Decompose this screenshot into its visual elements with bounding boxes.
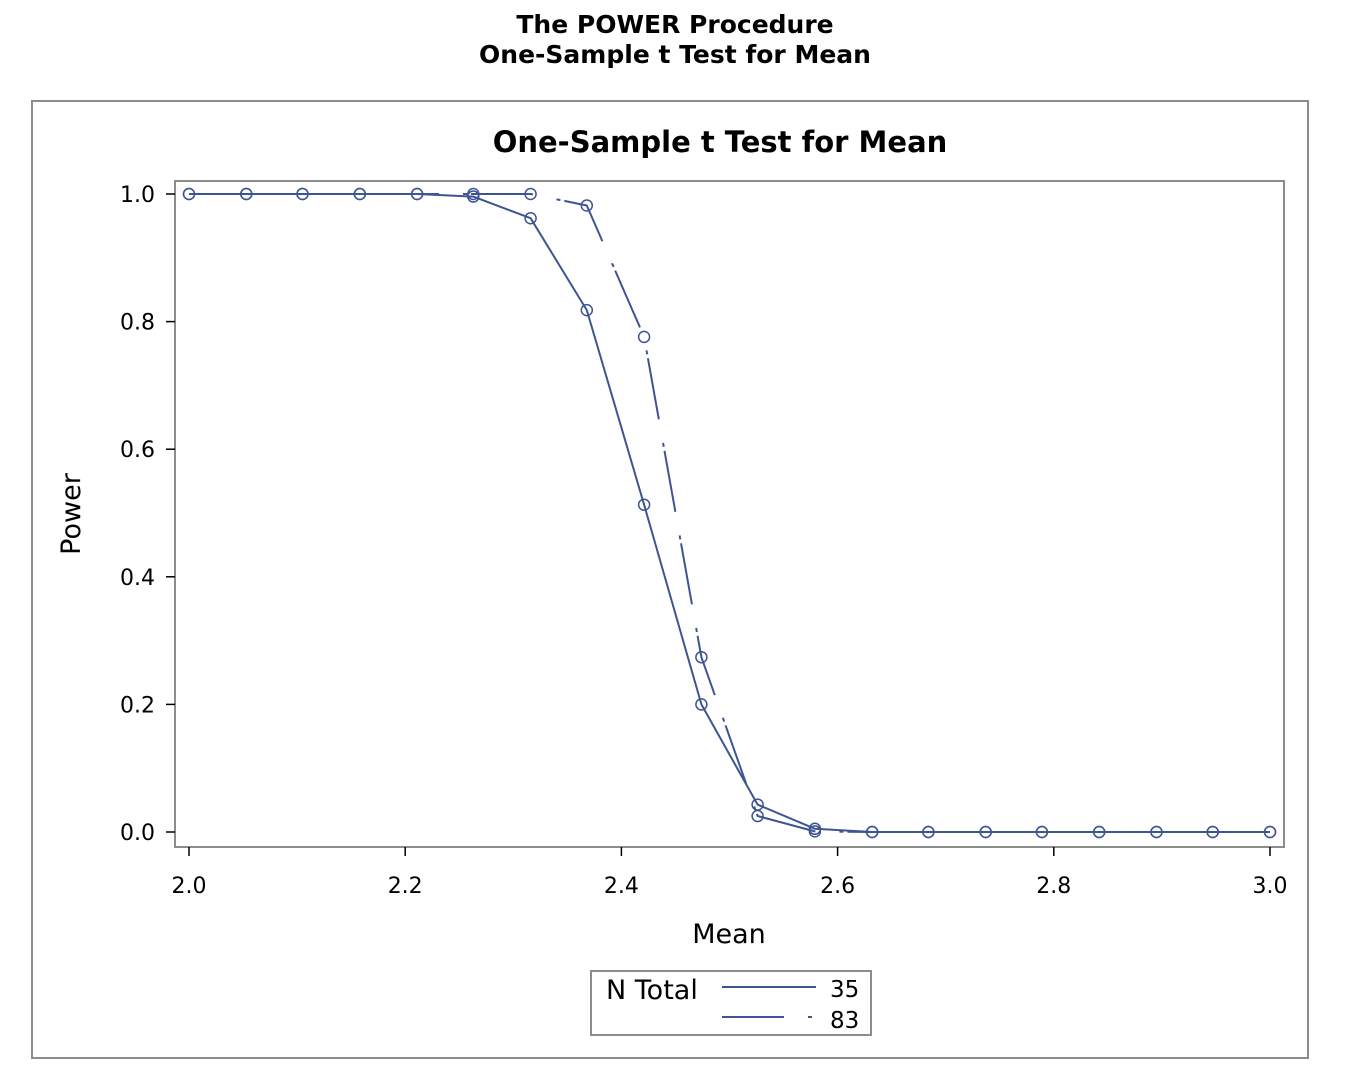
data-point-83 bbox=[979, 825, 992, 839]
y-tick-label: 0.0 bbox=[120, 821, 155, 846]
x-tick-label: 2.8 bbox=[1036, 874, 1071, 899]
x-tick-label: 2.6 bbox=[820, 874, 855, 899]
y-tick-label: 0.2 bbox=[120, 693, 155, 718]
data-point-83 bbox=[637, 330, 651, 344]
page-title: The POWER Procedure bbox=[516, 10, 834, 39]
data-point-83 bbox=[580, 199, 594, 212]
data-point-35 bbox=[695, 698, 708, 711]
y-tick-label: 0.6 bbox=[120, 438, 155, 463]
y-tick-label: 0.4 bbox=[120, 566, 155, 591]
x-axis: 2.0 2.2 2.4 2.6 2.8 3.0 bbox=[172, 847, 1288, 899]
x-tick-label: 2.0 bbox=[172, 874, 207, 899]
data-point-83 bbox=[1150, 825, 1163, 839]
legend-label-35: 35 bbox=[830, 977, 859, 1003]
chart-title: One-Sample t Test for Mean bbox=[493, 125, 948, 159]
data-point-83 bbox=[1263, 825, 1277, 839]
data-point-83 bbox=[410, 187, 424, 201]
data-point-83 bbox=[695, 650, 708, 664]
data-point-35 bbox=[580, 303, 594, 317]
data-point-83 bbox=[240, 187, 253, 201]
legend-title: N Total bbox=[606, 975, 698, 1006]
data-point-83 bbox=[1206, 825, 1219, 839]
data-point-83 bbox=[865, 825, 879, 839]
series-line-83 bbox=[189, 193, 1270, 833]
legend-label-83: 83 bbox=[830, 1008, 859, 1034]
y-tick-label: 0.8 bbox=[120, 311, 155, 336]
plot-area-frame bbox=[174, 180, 1285, 848]
data-point-35 bbox=[637, 498, 651, 511]
y-axis-title: Power bbox=[56, 472, 87, 555]
y-axis: 0.0 0.2 0.4 0.6 0.8 1.0 bbox=[120, 183, 175, 846]
data-point-35 bbox=[524, 211, 537, 225]
data-point-83 bbox=[751, 809, 764, 823]
data-point-83 bbox=[182, 187, 196, 201]
x-tick-label: 2.4 bbox=[604, 874, 639, 899]
x-tick-label: 2.2 bbox=[388, 874, 423, 899]
data-point-83 bbox=[296, 187, 309, 201]
outer-frame bbox=[31, 100, 1309, 1059]
series-layer bbox=[182, 187, 1277, 839]
data-point-83 bbox=[922, 825, 935, 839]
x-tick-label: 3.0 bbox=[1253, 874, 1288, 899]
data-point-83 bbox=[467, 187, 480, 201]
x-axis-title: Mean bbox=[692, 919, 766, 950]
legend-frame bbox=[590, 970, 872, 1036]
legend: N Total 35 83 bbox=[590, 970, 872, 1036]
page-subtitle: One-Sample t Test for Mean bbox=[479, 40, 871, 69]
data-point-83 bbox=[1035, 825, 1049, 839]
data-point-83 bbox=[353, 187, 367, 201]
data-point-83 bbox=[524, 187, 537, 201]
y-tick-label: 1.0 bbox=[120, 183, 155, 208]
data-point-83 bbox=[808, 825, 822, 838]
data-point-83 bbox=[1092, 825, 1106, 839]
